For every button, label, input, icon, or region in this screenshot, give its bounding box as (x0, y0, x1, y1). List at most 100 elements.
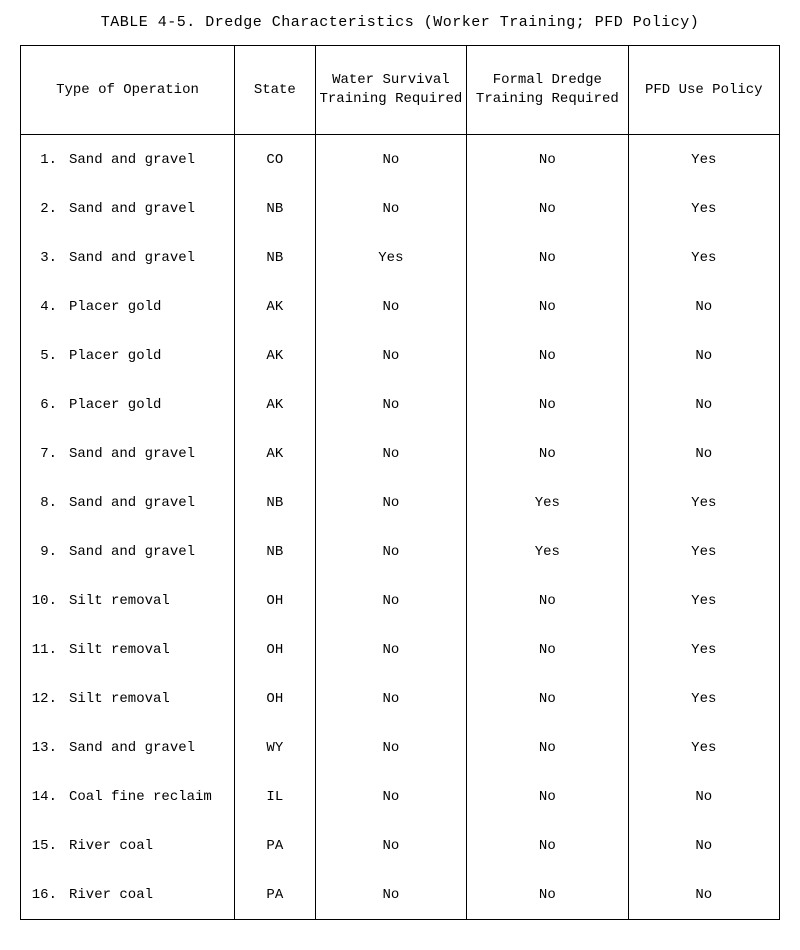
column-header: State (234, 46, 315, 135)
cell-water-survival-training: No (315, 772, 466, 821)
table-row: 13.Sand and gravelWYNoNoYes (21, 723, 780, 772)
cell-water-survival-training: No (315, 135, 466, 185)
cell-formal-dredge-training: No (467, 723, 628, 772)
header-row: Type of OperationStateWater SurvivalTrai… (21, 46, 780, 135)
table-row: 4.Placer goldAKNoNoNo (21, 282, 780, 331)
column-header: Water SurvivalTraining Required (315, 46, 466, 135)
cell-operation: 9.Sand and gravel (21, 527, 235, 576)
cell-pfd-policy: Yes (628, 674, 779, 723)
cell-state: PA (234, 821, 315, 870)
row-number: 1. (21, 152, 61, 168)
table-row: 1.Sand and gravelCONoNoYes (21, 135, 780, 185)
cell-water-survival-training: No (315, 674, 466, 723)
table-row: 11.Silt removalOHNoNoYes (21, 625, 780, 674)
cell-formal-dredge-training: Yes (467, 527, 628, 576)
table-row: 3.Sand and gravelNBYesNoYes (21, 233, 780, 282)
table-row: 14.Coal fine reclaimILNoNoNo (21, 772, 780, 821)
dredge-characteristics-table: Type of OperationStateWater SurvivalTrai… (20, 45, 780, 920)
table-title: TABLE 4-5. Dredge Characteristics (Worke… (20, 14, 780, 31)
cell-state: AK (234, 429, 315, 478)
operation-label: Sand and gravel (61, 250, 195, 266)
cell-pfd-policy: Yes (628, 527, 779, 576)
row-number: 15. (21, 838, 61, 854)
cell-water-survival-training: No (315, 576, 466, 625)
table-row: 12.Silt removalOHNoNoYes (21, 674, 780, 723)
cell-formal-dredge-training: No (467, 674, 628, 723)
cell-formal-dredge-training: No (467, 233, 628, 282)
operation-label: River coal (61, 887, 153, 903)
table-row: 5.Placer goldAKNoNoNo (21, 331, 780, 380)
cell-water-survival-training: No (315, 723, 466, 772)
cell-water-survival-training: No (315, 380, 466, 429)
row-number: 11. (21, 642, 61, 658)
cell-water-survival-training: Yes (315, 233, 466, 282)
cell-state: NB (234, 184, 315, 233)
column-header: Formal DredgeTraining Required (467, 46, 628, 135)
cell-pfd-policy: Yes (628, 478, 779, 527)
cell-operation: 3.Sand and gravel (21, 233, 235, 282)
row-number: 7. (21, 446, 61, 462)
cell-operation: 5.Placer gold (21, 331, 235, 380)
cell-water-survival-training: No (315, 870, 466, 920)
row-number: 8. (21, 495, 61, 511)
cell-operation: 12.Silt removal (21, 674, 235, 723)
cell-state: NB (234, 527, 315, 576)
row-number: 16. (21, 887, 61, 903)
cell-water-survival-training: No (315, 625, 466, 674)
cell-formal-dredge-training: No (467, 184, 628, 233)
cell-state: CO (234, 135, 315, 185)
cell-state: OH (234, 625, 315, 674)
cell-operation: 14.Coal fine reclaim (21, 772, 235, 821)
cell-operation: 15.River coal (21, 821, 235, 870)
table-row: 9.Sand and gravelNBNoYesYes (21, 527, 780, 576)
cell-pfd-policy: No (628, 380, 779, 429)
table-row: 10.Silt removalOHNoNoYes (21, 576, 780, 625)
cell-state: NB (234, 233, 315, 282)
cell-operation: 1.Sand and gravel (21, 135, 235, 185)
cell-state: AK (234, 282, 315, 331)
row-number: 2. (21, 201, 61, 217)
row-number: 3. (21, 250, 61, 266)
operation-label: River coal (61, 838, 153, 854)
cell-state: OH (234, 674, 315, 723)
cell-pfd-policy: No (628, 772, 779, 821)
operation-label: Silt removal (61, 642, 170, 658)
operation-label: Silt removal (61, 691, 170, 707)
cell-formal-dredge-training: No (467, 135, 628, 185)
operation-label: Coal fine reclaim (61, 789, 212, 805)
row-number: 9. (21, 544, 61, 560)
cell-pfd-policy: No (628, 821, 779, 870)
table-row: 16.River coalPANoNoNo (21, 870, 780, 920)
column-header: PFD Use Policy (628, 46, 779, 135)
table-row: 6.Placer goldAKNoNoNo (21, 380, 780, 429)
cell-pfd-policy: Yes (628, 625, 779, 674)
cell-state: OH (234, 576, 315, 625)
row-number: 14. (21, 789, 61, 805)
table-row: 7.Sand and gravelAKNoNoNo (21, 429, 780, 478)
cell-formal-dredge-training: No (467, 870, 628, 920)
operation-label: Sand and gravel (61, 544, 195, 560)
cell-water-survival-training: No (315, 429, 466, 478)
cell-operation: 6.Placer gold (21, 380, 235, 429)
cell-formal-dredge-training: Yes (467, 478, 628, 527)
cell-formal-dredge-training: No (467, 282, 628, 331)
cell-operation: 10.Silt removal (21, 576, 235, 625)
table-row: 15.River coalPANoNoNo (21, 821, 780, 870)
cell-water-survival-training: No (315, 184, 466, 233)
cell-water-survival-training: No (315, 527, 466, 576)
row-number: 12. (21, 691, 61, 707)
cell-pfd-policy: No (628, 282, 779, 331)
cell-operation: 2.Sand and gravel (21, 184, 235, 233)
cell-formal-dredge-training: No (467, 625, 628, 674)
cell-state: AK (234, 331, 315, 380)
operation-label: Placer gold (61, 348, 161, 364)
operation-label: Placer gold (61, 397, 161, 413)
cell-state: NB (234, 478, 315, 527)
cell-pfd-policy: No (628, 429, 779, 478)
cell-state: IL (234, 772, 315, 821)
cell-water-survival-training: No (315, 478, 466, 527)
cell-formal-dredge-training: No (467, 821, 628, 870)
cell-operation: 11.Silt removal (21, 625, 235, 674)
row-number: 13. (21, 740, 61, 756)
cell-pfd-policy: Yes (628, 576, 779, 625)
